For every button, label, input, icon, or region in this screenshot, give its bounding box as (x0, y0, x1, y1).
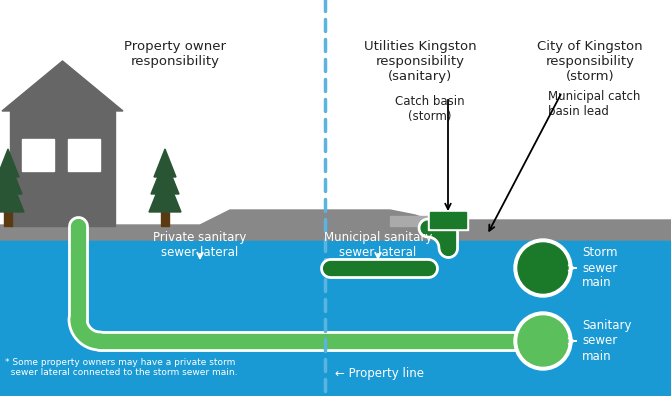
Polygon shape (2, 61, 123, 111)
Circle shape (518, 316, 568, 366)
Polygon shape (0, 210, 671, 240)
Bar (22, 139, 54, 171)
Text: Sanitary
sewer
main: Sanitary sewer main (582, 320, 631, 362)
Circle shape (514, 239, 572, 297)
Polygon shape (154, 149, 176, 177)
Polygon shape (149, 172, 181, 212)
Text: Municipal sanitary
sewer lateral: Municipal sanitary sewer lateral (324, 231, 432, 259)
Text: * Some property owners may have a private storm
  sewer lateral connected to the: * Some property owners may have a privat… (5, 358, 238, 377)
Polygon shape (151, 159, 179, 194)
Bar (0, 240, 671, 396)
Text: Private sanitary
sewer lateral: Private sanitary sewer lateral (153, 231, 247, 259)
Polygon shape (0, 149, 19, 177)
Text: Catch basin
(storm): Catch basin (storm) (395, 95, 465, 123)
Text: City of Kingston
responsibility
(storm): City of Kingston responsibility (storm) (537, 40, 643, 83)
Text: Municipal catch
basin lead: Municipal catch basin lead (548, 90, 640, 118)
Polygon shape (0, 172, 24, 212)
Bar (10, 111, 115, 226)
Bar (161, 212, 169, 226)
Text: Utilities Kingston
responsibility
(sanitary): Utilities Kingston responsibility (sanit… (364, 40, 476, 83)
Bar (428, 210, 468, 230)
Bar (4, 212, 12, 226)
Bar (68, 139, 100, 171)
Circle shape (514, 312, 572, 370)
Bar (0, 0, 671, 240)
Bar (430, 212, 466, 228)
Polygon shape (0, 159, 22, 194)
Text: Property owner
responsibility: Property owner responsibility (124, 40, 226, 68)
Text: Storm
sewer
main: Storm sewer main (582, 246, 617, 289)
Circle shape (518, 243, 568, 293)
Bar (390, 216, 465, 226)
Text: ← Property line: ← Property line (335, 367, 424, 381)
